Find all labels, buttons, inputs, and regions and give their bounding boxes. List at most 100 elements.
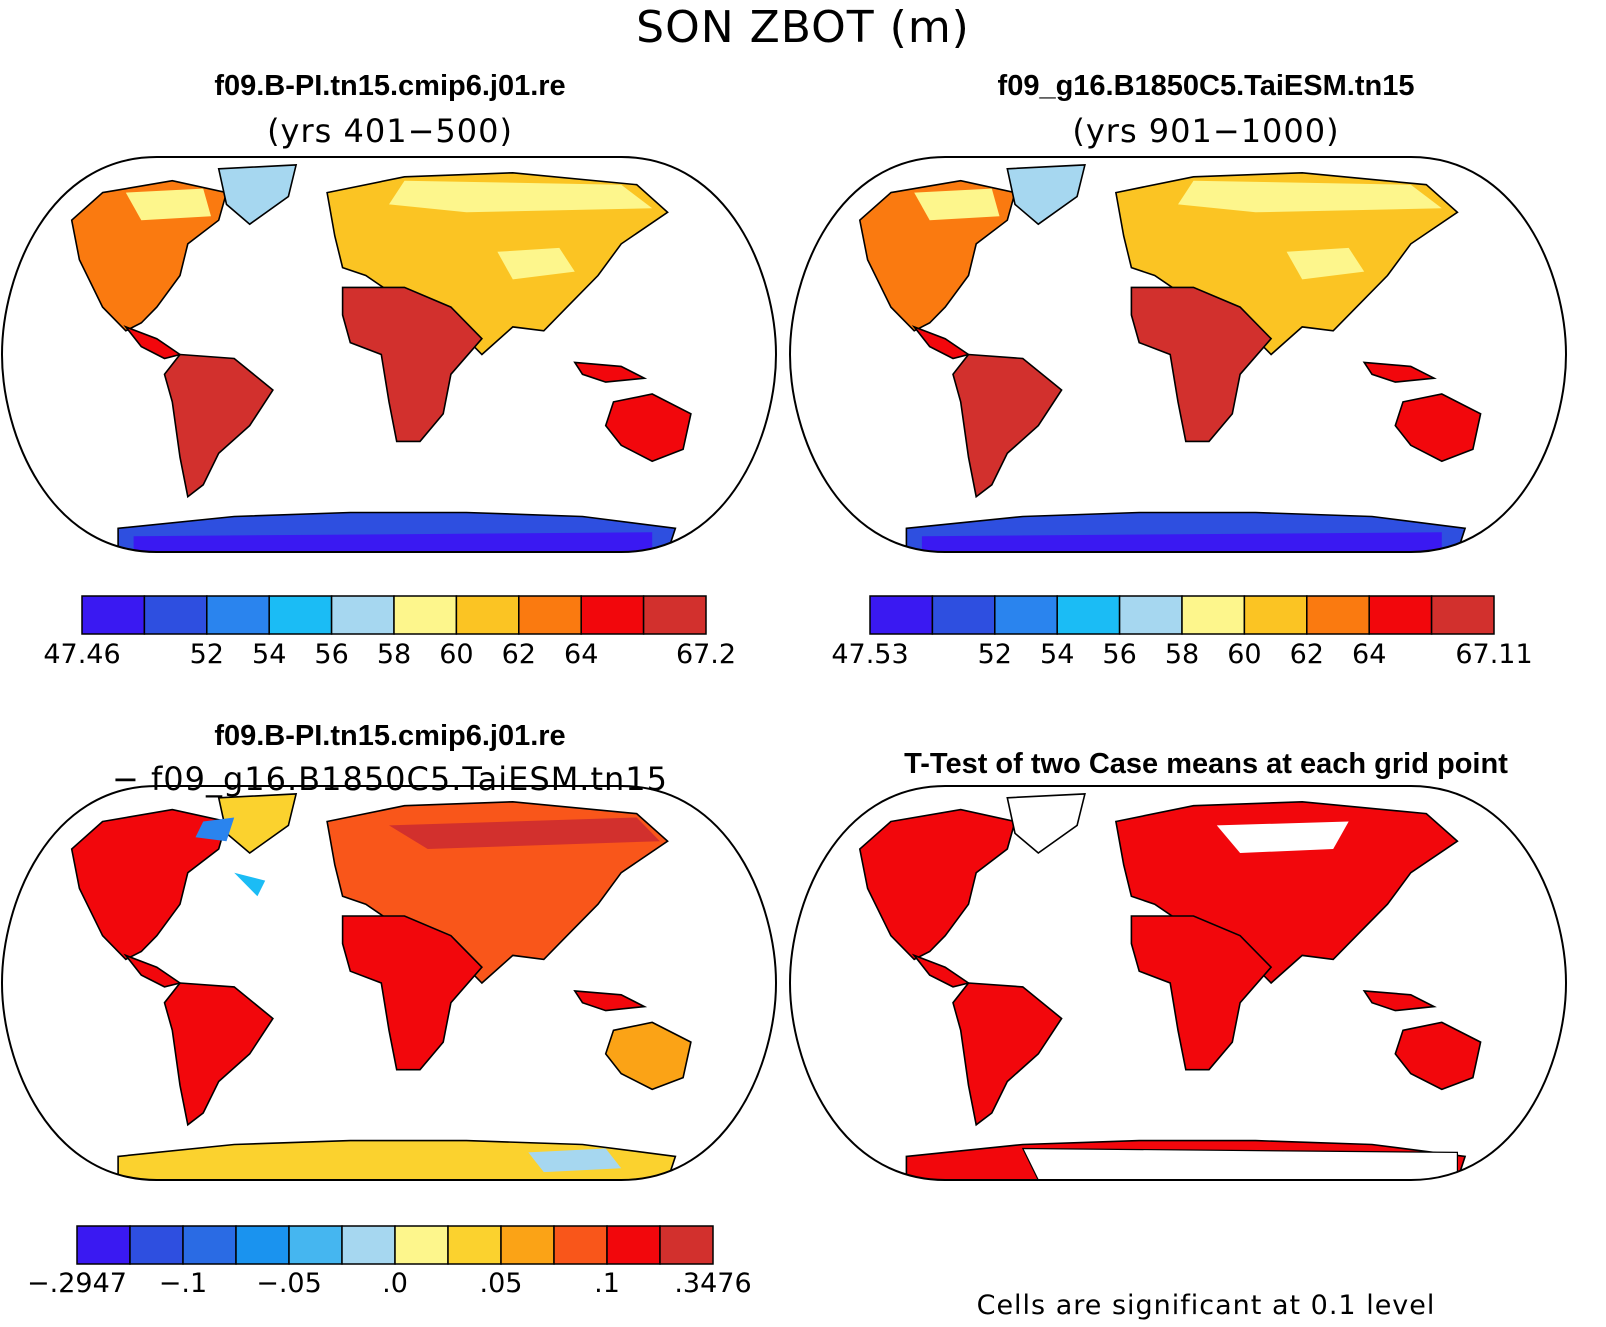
colorbar-1: 47.46 52 54 56 58 60 62 64 67.2 <box>43 595 736 670</box>
colorbar-swatch <box>1181 595 1246 635</box>
colorbar-tick-label: 54 <box>1040 639 1074 670</box>
continent-australia <box>1394 1021 1482 1091</box>
cool-region-patch <box>528 1148 622 1173</box>
continent-africa <box>1130 286 1273 443</box>
colorbar-tick-label: −.05 <box>256 1268 322 1299</box>
colorbar-tick-label: .05 <box>480 1268 523 1299</box>
map-panel-4 <box>788 785 1568 1181</box>
colorbar-tick-label: 52 <box>190 639 224 670</box>
colorbar-swatch <box>869 595 934 635</box>
continent-centralAmerica <box>911 953 971 988</box>
colorbar-swatch <box>518 595 582 635</box>
antarctic-interior <box>921 532 1442 552</box>
colorbar-swatch <box>553 1225 608 1265</box>
colorbar-tick-label: 52 <box>978 639 1012 670</box>
continent-southAmerica <box>952 353 1063 499</box>
continent-southAmerica <box>163 353 274 499</box>
map-panel-3 <box>0 785 778 1181</box>
continent-eurasia <box>326 800 669 985</box>
colorbar-tick-label: −.1 <box>159 1268 207 1299</box>
colorbar-swatch <box>1118 595 1183 635</box>
colorbar-swatch <box>81 595 146 635</box>
continent-antarctica <box>117 1139 677 1180</box>
continent-australia <box>1394 393 1482 463</box>
cool-region-patch <box>234 872 266 897</box>
continent-indonesia <box>573 989 648 1012</box>
colorbar-swatch <box>994 595 1058 635</box>
colorbar-swatch <box>394 1225 449 1265</box>
colorbar-2: 47.53 52 54 56 58 60 62 64 67.11 <box>831 595 1533 670</box>
continent-africa <box>341 915 483 1071</box>
insignificant-region <box>1216 821 1349 853</box>
colorbar-swatch <box>1243 595 1308 635</box>
map-frame <box>788 785 1568 1181</box>
map-panel-1 <box>0 156 778 553</box>
continent-greenland <box>217 164 298 226</box>
colorbar-swatch <box>330 595 395 635</box>
continent-eurasia <box>1114 171 1459 356</box>
map-frame <box>788 156 1568 553</box>
colorbar-swatch <box>500 1225 555 1265</box>
colorbar-tick-label: 67.11 <box>1455 639 1532 670</box>
continent-australia <box>604 1021 692 1091</box>
continent-africa <box>1130 915 1273 1071</box>
colorbar-tick-label: 58 <box>377 639 411 670</box>
continent-greenland <box>1006 164 1086 226</box>
map-panel-2 <box>788 156 1568 553</box>
colorbar-tick-label: 62 <box>502 639 536 670</box>
colorbar-swatch <box>931 595 996 635</box>
colorbar-tick-label: 56 <box>1102 639 1136 670</box>
continent-indonesia <box>573 361 648 383</box>
colorbar-3: −.2947 −.1 −.05 .0 .05 .1 .3476 <box>27 1225 752 1299</box>
colorbar-swatch <box>341 1225 396 1265</box>
colorbar-swatch <box>659 1225 714 1265</box>
panel-1-title: f09.B-PI.tn15.cmip6.j01.re <box>214 70 566 102</box>
colorbar-tick-label: 62 <box>1290 639 1324 670</box>
cold-region-band <box>125 188 211 221</box>
continent-northAmerica <box>858 808 1016 961</box>
panel-1-subtitle: (yrs 401−500) <box>267 112 513 150</box>
map-land-layer <box>70 164 692 552</box>
continent-centralAmerica <box>123 325 182 360</box>
colorbar-swatch <box>606 1225 661 1265</box>
continent-southAmerica <box>163 982 274 1127</box>
colorbar-tick-label: .0 <box>382 1268 408 1299</box>
continent-indonesia <box>1362 989 1437 1012</box>
colorbar-swatch <box>393 595 458 635</box>
colorbar-tick-label: 67.2 <box>676 639 736 670</box>
colorbar-tick-label: 58 <box>1165 639 1199 670</box>
continent-eurasia <box>326 171 669 356</box>
colorbar-tick-label: 64 <box>564 639 598 670</box>
colorbar-swatch <box>143 595 208 635</box>
colorbar-tick-label: 60 <box>439 639 473 670</box>
colorbar-swatch <box>1306 595 1370 635</box>
map-land-layer <box>858 164 1482 552</box>
panel-3-title: f09.B-PI.tn15.cmip6.j01.re <box>214 720 566 752</box>
colorbar-tick-label: 47.46 <box>43 639 120 670</box>
insignificant-region <box>1021 1147 1459 1180</box>
continent-southAmerica <box>952 982 1063 1127</box>
map-land-layer <box>858 793 1482 1180</box>
colorbar-tick-label: .1 <box>594 1268 620 1299</box>
continent-eurasia <box>1114 800 1459 985</box>
continent-indonesia <box>1362 361 1437 383</box>
panel-2-title: f09_g16.B1850C5.TaiESM.tn15 <box>997 70 1415 102</box>
cold-region-band <box>914 188 1000 221</box>
antarctic-interior <box>133 532 653 552</box>
continent-australia <box>604 393 692 463</box>
colorbar-tick-label: 60 <box>1227 639 1261 670</box>
plateau-region <box>497 247 575 280</box>
cool-region-patch <box>195 817 235 842</box>
figure-title: SON ZBOT (m) <box>636 2 970 53</box>
cold-region-band <box>389 180 653 213</box>
panel-4-title: T-Test of two Case means at each grid po… <box>904 748 1508 780</box>
plateau-region <box>1286 247 1365 280</box>
colorbar-tick-label: 56 <box>314 639 348 670</box>
colorbar-swatch <box>447 1225 502 1265</box>
colorbar-swatch <box>268 595 333 635</box>
colorbar-tick-label: 64 <box>1352 639 1386 670</box>
significance-note: Cells are significant at 0.1 level <box>976 1290 1436 1321</box>
colorbar-swatch <box>580 595 645 635</box>
colorbar-tick-label: 47.53 <box>831 639 908 670</box>
